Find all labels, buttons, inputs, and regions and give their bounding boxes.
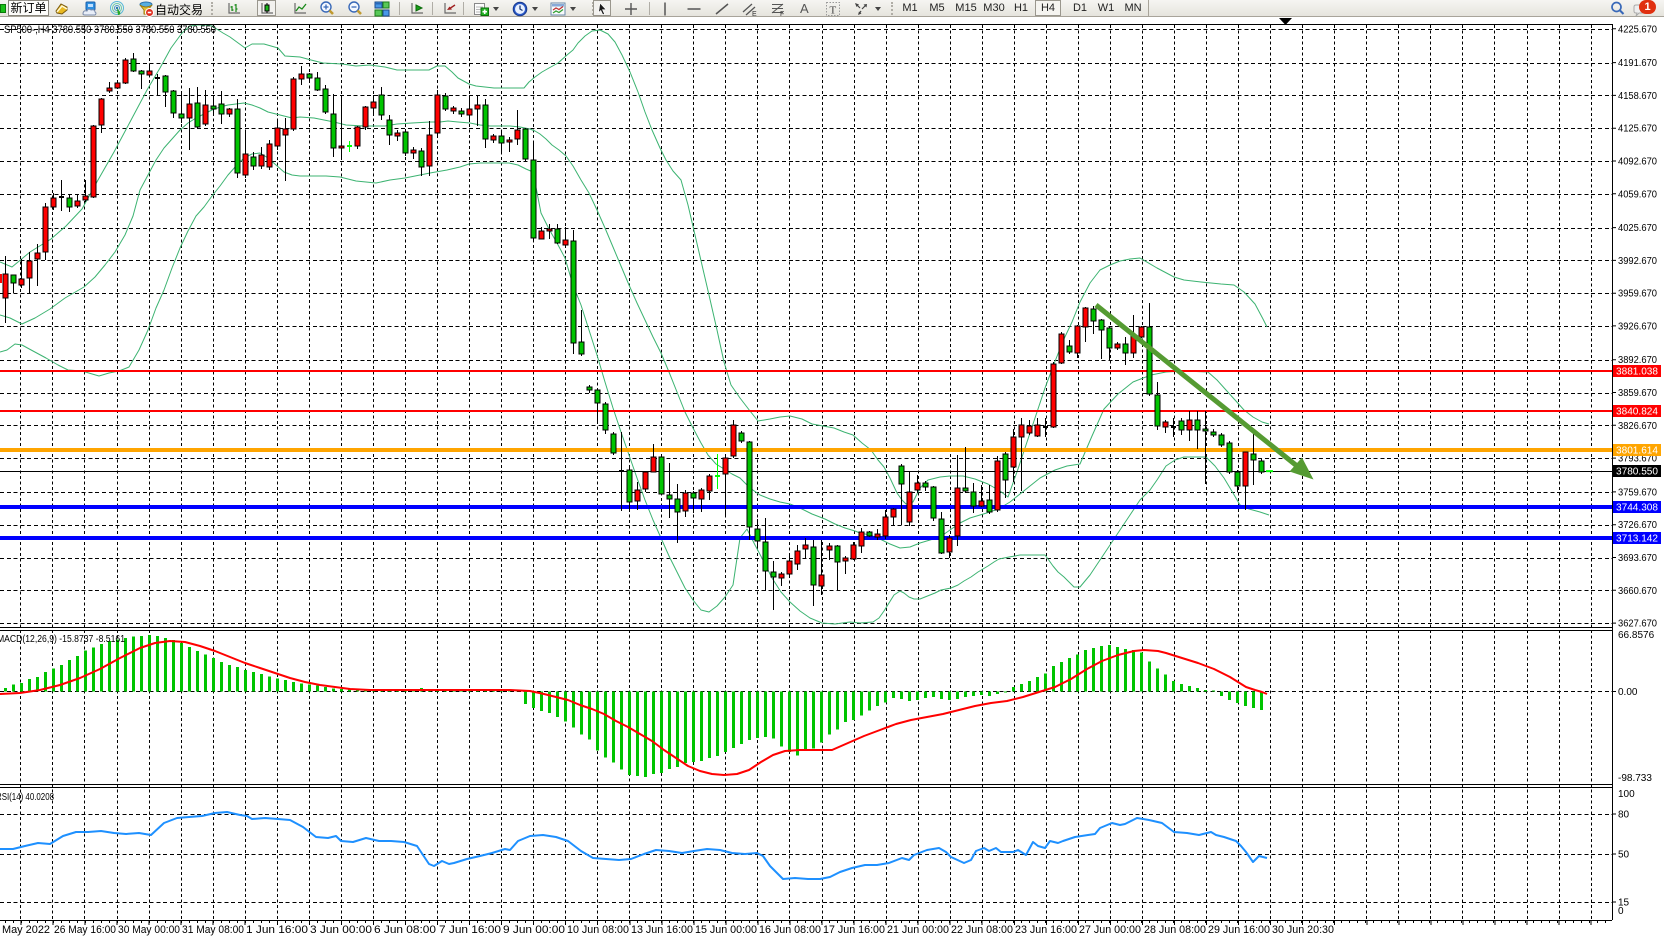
svg-text:4025.670: 4025.670: [1618, 223, 1657, 234]
svg-text:3 Jun 00:00: 3 Jun 00:00: [310, 924, 372, 936]
svg-text:100: 100: [1618, 789, 1635, 800]
svg-text:3859.670: 3859.670: [1618, 388, 1657, 399]
svg-text:4225.670: 4225.670: [1618, 24, 1657, 35]
svg-text:15: 15: [1618, 898, 1630, 909]
svg-text:6 Jun 08:00: 6 Jun 08:00: [374, 924, 436, 936]
svg-text:3840.824: 3840.824: [1616, 407, 1658, 418]
svg-text:4125.670: 4125.670: [1618, 124, 1657, 135]
svg-text:F: F: [780, 11, 784, 17]
svg-text:27 Jun 00:00: 27 Jun 00:00: [1079, 924, 1141, 936]
svg-text:30 Jun 20:30: 30 Jun 20:30: [1272, 924, 1334, 936]
svg-text:3660.670: 3660.670: [1618, 586, 1657, 597]
svg-text:3627.670: 3627.670: [1618, 619, 1657, 630]
svg-text:3992.670: 3992.670: [1618, 256, 1657, 267]
svg-text:3881.038: 3881.038: [1616, 367, 1658, 378]
svg-text:3780.550: 3780.550: [1616, 467, 1658, 478]
svg-text:30 May 00:00: 30 May 00:00: [118, 924, 180, 936]
svg-text:4191.670: 4191.670: [1618, 58, 1657, 69]
svg-text:23 Jun 16:00: 23 Jun 16:00: [1015, 924, 1077, 936]
svg-text:15 Jun 00:00: 15 Jun 00:00: [695, 924, 757, 936]
svg-text:3959.670: 3959.670: [1618, 289, 1657, 300]
svg-text:-98.733: -98.733: [1618, 773, 1652, 784]
svg-text:50: 50: [1618, 850, 1630, 861]
svg-text:3801.614: 3801.614: [1616, 446, 1658, 457]
svg-text:3726.670: 3726.670: [1618, 520, 1657, 531]
svg-text:21 Jun 00:00: 21 Jun 00:00: [887, 924, 949, 936]
svg-text:3926.670: 3926.670: [1618, 321, 1657, 332]
svg-text:29 Jun 16:00: 29 Jun 16:00: [1208, 924, 1270, 936]
svg-text:May 2022: May 2022: [2, 924, 50, 936]
svg-text:3793.670: 3793.670: [1618, 454, 1657, 465]
svg-text:3892.670: 3892.670: [1618, 355, 1657, 366]
svg-text:1 Jun 16:00: 1 Jun 16:00: [246, 924, 308, 936]
svg-text:22 Jun 08:00: 22 Jun 08:00: [951, 924, 1013, 936]
svg-text:66.8576: 66.8576: [1618, 630, 1655, 641]
svg-text:28 Jun 08:00: 28 Jun 08:00: [1144, 924, 1206, 936]
svg-text:E: E: [752, 11, 757, 17]
svg-text:10 Jun 08:00: 10 Jun 08:00: [567, 924, 629, 936]
svg-text:4092.670: 4092.670: [1618, 156, 1657, 167]
svg-text:16 Jun 08:00: 16 Jun 08:00: [759, 924, 821, 936]
svg-text:3713.142: 3713.142: [1616, 534, 1658, 545]
svg-text:13 Jun 16:00: 13 Jun 16:00: [631, 924, 693, 936]
svg-text:3744.308: 3744.308: [1616, 503, 1658, 514]
svg-text:31 May 08:00: 31 May 08:00: [182, 924, 244, 936]
svg-text:3759.670: 3759.670: [1618, 487, 1657, 498]
svg-text:4158.670: 4158.670: [1618, 91, 1657, 102]
svg-text:T: T: [830, 5, 837, 17]
svg-text:7 Jun 16:00: 7 Jun 16:00: [439, 924, 501, 936]
svg-text:80: 80: [1618, 810, 1630, 821]
svg-text:3826.670: 3826.670: [1618, 421, 1657, 432]
svg-text:17 Jun 16:00: 17 Jun 16:00: [823, 924, 885, 936]
svg-text:3693.670: 3693.670: [1618, 553, 1657, 564]
svg-text:4059.670: 4059.670: [1618, 189, 1657, 200]
svg-text:RSI(14) 40.0208: RSI(14) 40.0208: [0, 792, 54, 803]
svg-text:SP500-,H4 3780.550 3780.550 37: SP500-,H4 3780.550 3780.550 3780.550 378…: [4, 24, 216, 36]
svg-text:0: 0: [1618, 906, 1624, 917]
svg-text:9 Jun 00:00: 9 Jun 00:00: [503, 924, 565, 936]
svg-text:MACD(12,26,9) -15.8737 -8.5161: MACD(12,26,9) -15.8737 -8.5161: [0, 634, 125, 645]
svg-text:0.00: 0.00: [1618, 687, 1638, 698]
svg-text:26 May 16:00: 26 May 16:00: [54, 924, 116, 936]
